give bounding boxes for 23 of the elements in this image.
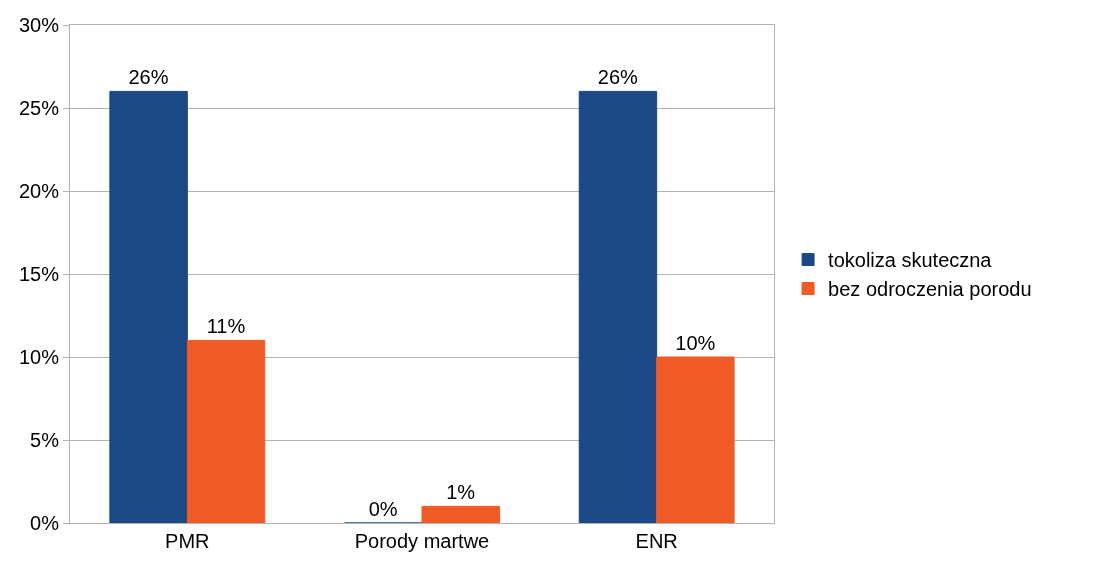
- legend-label: bez odroczenia porodu: [828, 278, 1032, 301]
- data-label: 10%: [675, 332, 716, 354]
- data-label: 11%: [206, 315, 246, 338]
- y-tick-label: 10%: [18, 346, 60, 368]
- data-label: 0%: [368, 498, 398, 520]
- bar: [109, 90, 188, 523]
- x-tick-label: PMR: [165, 530, 210, 552]
- bar: [186, 339, 266, 523]
- y-tick-label: 15%: [18, 263, 60, 285]
- y-tick-label: 30%: [18, 14, 60, 36]
- x-tick-label: ENR: [635, 530, 678, 552]
- y-tick-label: 25%: [18, 97, 60, 119]
- data-label: 26%: [128, 66, 169, 89]
- data-label: 26%: [597, 66, 639, 89]
- bar: [656, 356, 735, 523]
- legend-label: tokoliza skuteczna: [828, 249, 993, 272]
- bar: [421, 505, 500, 523]
- y-tick-label: 20%: [18, 180, 60, 202]
- x-tick-label: Porody martwe: [354, 530, 490, 552]
- y-tick-label: 5%: [30, 429, 60, 451]
- y-tick-label: 0%: [30, 512, 60, 534]
- data-label: 1%: [446, 481, 476, 504]
- bar: [578, 90, 658, 523]
